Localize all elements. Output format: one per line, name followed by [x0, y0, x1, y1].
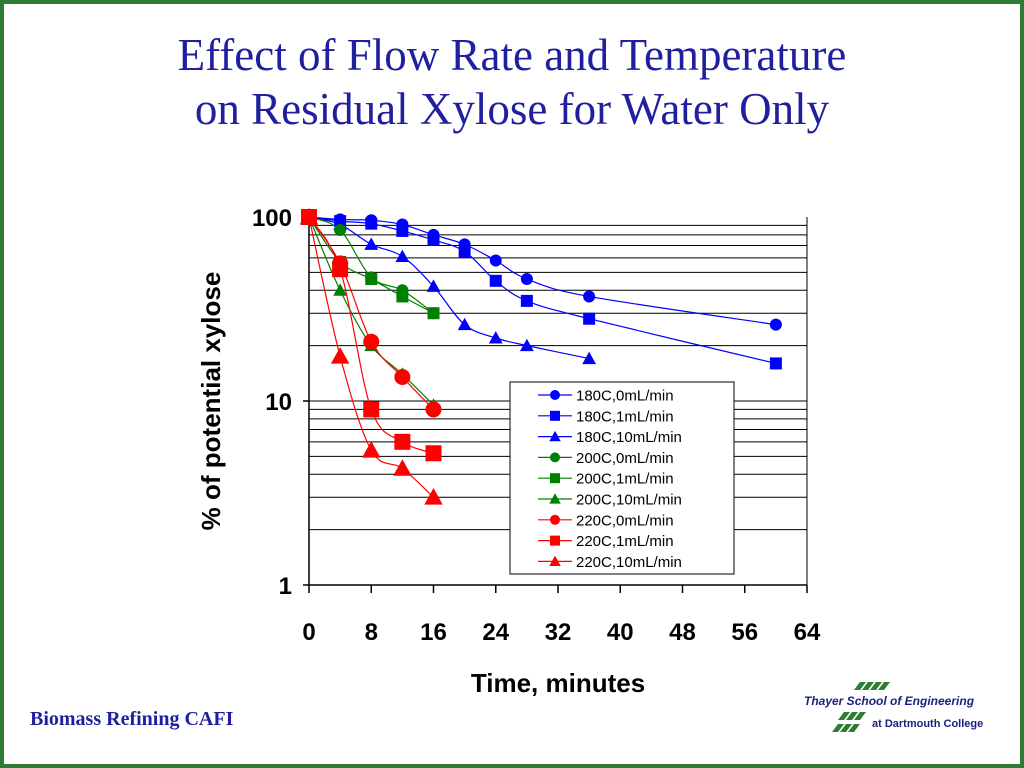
x-tick-label: 8 — [365, 619, 378, 646]
data-point — [363, 333, 380, 350]
y-tick-label: 10 — [265, 389, 292, 416]
legend-marker — [550, 410, 560, 421]
data-point — [334, 223, 347, 236]
legend-label: 200C,0mL/min — [576, 450, 674, 467]
data-point — [769, 357, 782, 370]
data-point — [363, 401, 380, 418]
footer-label: Biomass Refining CAFI — [30, 708, 234, 730]
x-tick-label: 0 — [302, 619, 315, 646]
data-point — [394, 433, 411, 450]
data-point — [393, 459, 412, 476]
data-point — [583, 312, 596, 325]
x-tick-label: 64 — [794, 619, 821, 646]
data-point — [396, 224, 409, 237]
legend-label: 200C,10mL/min — [576, 492, 682, 509]
data-point — [424, 488, 443, 505]
data-point — [520, 273, 533, 286]
data-point — [582, 351, 597, 365]
data-point — [362, 441, 381, 458]
legend-label: 220C,1mL/min — [576, 533, 674, 550]
data-point — [489, 274, 502, 287]
data-point — [457, 317, 472, 331]
slide-title: Effect of Flow Rate and Temperature on R… — [0, 28, 1024, 136]
data-point — [364, 237, 379, 250]
data-point — [365, 273, 378, 286]
logo-text-college: at Dartmouth College — [872, 718, 984, 730]
legend-label: 180C,0mL/min — [576, 388, 674, 405]
data-point — [488, 331, 503, 344]
data-point — [489, 254, 502, 267]
x-tick-label: 56 — [731, 619, 758, 646]
legend-marker — [550, 473, 560, 484]
legend-label: 180C,10mL/min — [576, 429, 682, 446]
legend-marker — [550, 514, 560, 525]
data-point — [458, 245, 471, 258]
thayer-logo-mark — [832, 682, 890, 732]
y-tick-label: 100 — [252, 205, 292, 232]
data-point — [519, 338, 534, 352]
data-point — [426, 279, 441, 292]
legend-marker — [549, 555, 561, 566]
x-axis-label: Time, minutes — [471, 668, 645, 698]
x-tick-label: 40 — [607, 619, 634, 646]
logo-text-school: Thayer School of Engineering — [804, 694, 975, 708]
y-tick-label: 1 — [279, 573, 292, 600]
legend-marker — [549, 493, 561, 504]
data-point — [395, 249, 410, 263]
data-point — [365, 217, 378, 230]
x-tick-label: 48 — [669, 619, 696, 646]
data-point — [425, 445, 442, 462]
thayer-logo: Thayer School of Engineering at Dartmout… — [790, 680, 984, 740]
data-point — [520, 294, 533, 307]
legend-label: 220C,0mL/min — [576, 512, 674, 529]
x-tick-label: 24 — [482, 619, 509, 646]
x-tick-label: 16 — [420, 619, 447, 646]
data-point — [427, 307, 440, 320]
legend-label: 180C,1mL/min — [576, 408, 674, 425]
legend-label: 200C,1mL/min — [576, 471, 674, 488]
data-point — [333, 283, 348, 296]
data-point — [396, 290, 409, 303]
legend-label: 220C,10mL/min — [576, 554, 682, 571]
title-line-2: on Residual Xylose for Water Only — [194, 84, 830, 134]
data-point — [299, 207, 319, 225]
legend-marker — [550, 535, 560, 546]
data-point — [427, 233, 440, 246]
data-point — [394, 369, 411, 386]
data-point — [769, 318, 782, 331]
legend-marker — [549, 430, 561, 442]
legend-marker — [550, 390, 560, 400]
legend-marker — [550, 452, 560, 463]
data-point — [330, 347, 350, 364]
data-point — [332, 261, 349, 278]
data-point — [583, 290, 596, 303]
title-line-1: Effect of Flow Rate and Temperature — [177, 30, 847, 80]
data-point — [425, 401, 442, 418]
x-tick-label: 32 — [545, 619, 572, 646]
y-axis-label: % of potential xylose — [196, 272, 226, 531]
